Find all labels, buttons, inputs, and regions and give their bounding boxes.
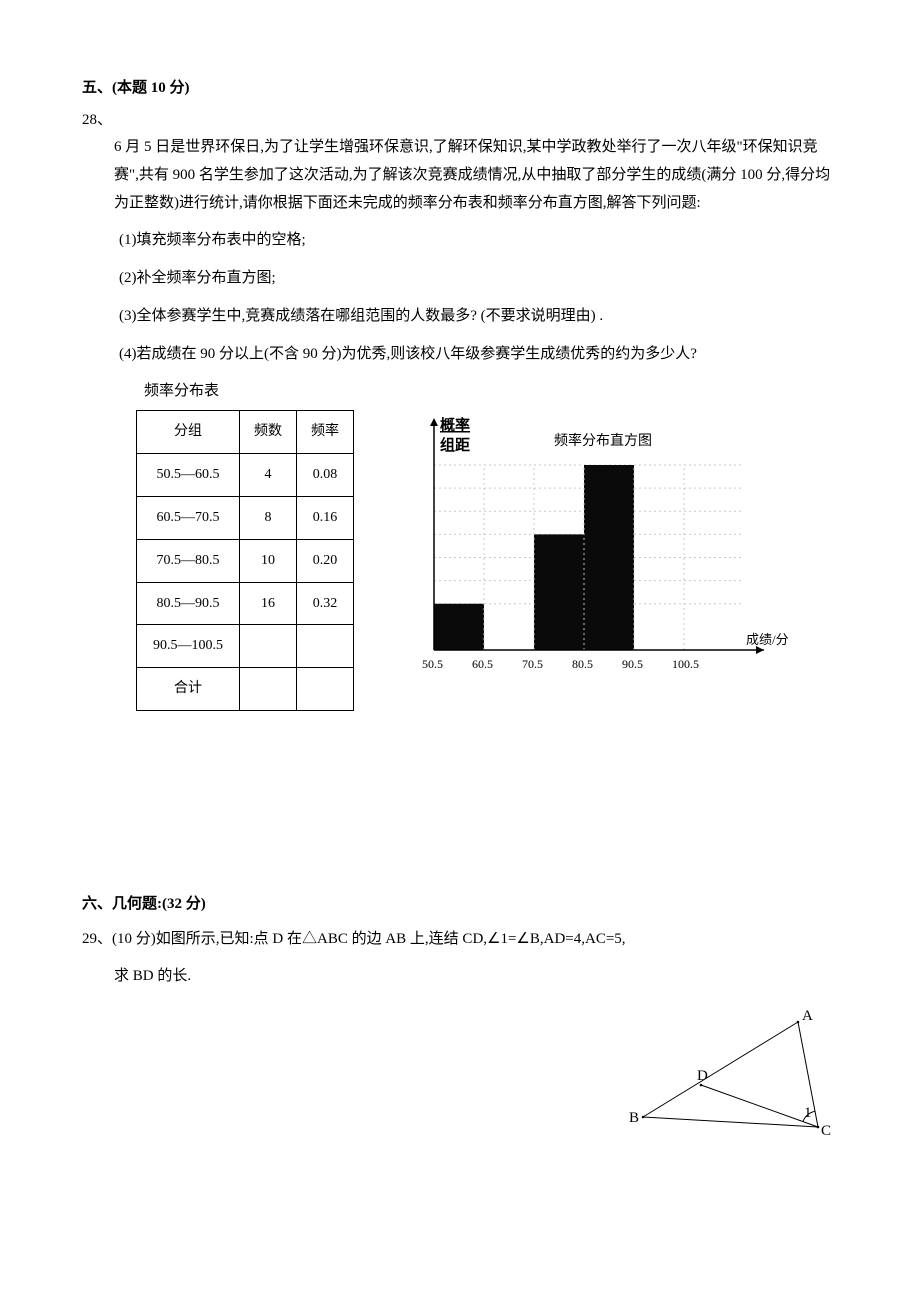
table-row: 60.5—70.5 8 0.16 [137,496,354,539]
svg-text:1: 1 [804,1105,812,1121]
svg-text:组距: 组距 [440,436,470,454]
problem-29: 29、(10 分)如图所示,已知:点 D 在△ABC 的边 AB 上,连结 CD… [82,926,838,990]
svg-text:90.5: 90.5 [622,657,643,671]
svg-text:成绩/分: 成绩/分 [746,632,789,647]
svg-text:80.5: 80.5 [572,657,593,671]
q2: (2)补全频率分布直方图; [114,265,838,293]
problem-29-num: 29、 [82,931,112,947]
q4: (4)若成绩在 90 分以上(不含 90 分)为优秀,则该校八年级参赛学生成绩优… [114,341,838,369]
problem-28-num: 28、 [82,112,112,128]
q1: (1)填充频率分布表中的空格; [114,227,838,255]
svg-text:B: B [629,1110,639,1126]
table-total-row: 合计 [137,668,354,711]
problem-29-body2: 求 BD 的长. [82,963,838,990]
col-header-group: 分组 [137,411,240,454]
freq-table-title: 频率分布表 [144,378,838,406]
frequency-table: 分组 频数 频率 50.5—60.5 4 0.08 60.5—70.5 8 0.… [136,410,354,711]
problem-28-body: 6 月 5 日是世界环保日,为了让学生增强环保意识,了解环保知识,某中学政教处举… [82,134,838,217]
histogram-svg: 概率组距 频率分布直方图 50.5 60.5 70.5 80.5 90.5 100.5 成绩/分 [394,410,794,700]
svg-text:D: D [697,1068,708,1084]
problem-28: 28、 6 月 5 日是世界环保日,为了让学生增强环保意识,了解环保知识,某中学… [82,107,838,217]
svg-text:60.5: 60.5 [472,657,493,671]
section-6-header: 六、几何题:(32 分) [82,891,838,918]
col-header-rate: 频率 [297,411,354,454]
triangle-svg: A B C D 1 [628,1010,838,1140]
svg-text:C: C [821,1123,831,1139]
table-row: 90.5—100.5 [137,625,354,668]
q3: (3)全体参赛学生中,竞赛成绩落在哪组范围的人数最多? (不要求说明理由) . [114,303,838,331]
table-row: 70.5—80.5 10 0.20 [137,539,354,582]
col-header-freq: 频数 [240,411,297,454]
histogram-chart: 概率组距 频率分布直方图 50.5 60.5 70.5 80.5 90.5 100.5 成绩/分 [394,410,794,711]
table-row: 50.5—60.5 4 0.08 [137,453,354,496]
section-5-header: 五、(本题 10 分) [82,75,838,102]
geometry-figure-wrap: A B C D 1 [82,1010,838,1140]
svg-text:概率: 概率 [440,416,470,434]
svg-text:100.5: 100.5 [672,657,699,671]
svg-text:50.5: 50.5 [422,657,443,671]
table-header-row: 分组 频数 频率 [137,411,354,454]
svg-text:70.5: 70.5 [522,657,543,671]
svg-text:A: A [802,1010,813,1024]
table-row: 80.5—90.5 16 0.32 [137,582,354,625]
problem-29-body: (10 分)如图所示,已知:点 D 在△ABC 的边 AB 上,连结 CD,∠1… [112,931,626,947]
svg-text:频率分布直方图: 频率分布直方图 [554,432,652,449]
